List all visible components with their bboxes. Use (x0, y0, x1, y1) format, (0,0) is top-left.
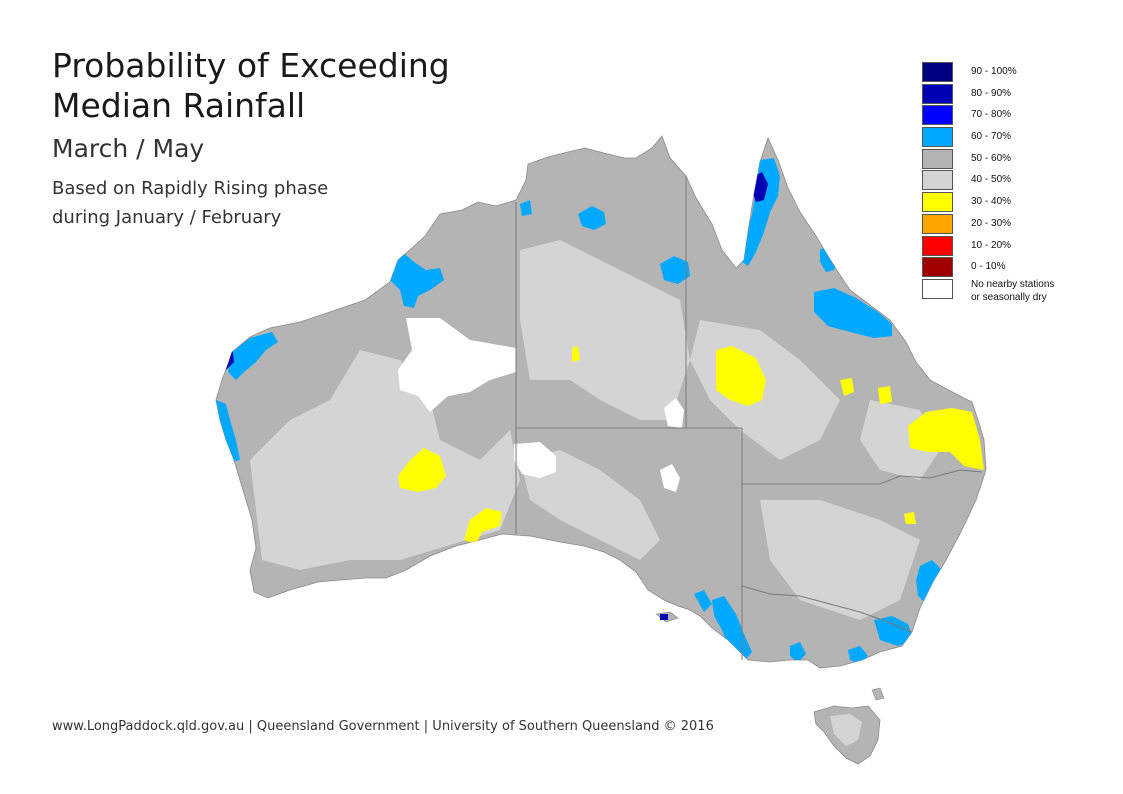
region-60-70-sw-coast (216, 400, 240, 462)
region-60-70-se-sa-2 (694, 590, 712, 612)
legend-item: 90 - 100% (922, 62, 1102, 84)
no-data-region-wa (398, 318, 516, 412)
region-60-70-vic-east (848, 646, 868, 664)
legend-no-data-line1: No nearby stations (971, 278, 1055, 290)
region-60-70-arnhem (578, 206, 606, 230)
legend-label: 80 - 90% (971, 87, 1012, 99)
map-legend: 90 - 100% 80 - 90% 70 - 80% 60 - 70% 50 … (922, 62, 1102, 309)
state-borders (515, 176, 983, 660)
region-30-40-qld-west (716, 346, 766, 406)
tasmania-light-region (830, 714, 862, 746)
legend-label: 40 - 50% (971, 174, 1012, 186)
legend-item: 30 - 40% (922, 192, 1102, 214)
legend-swatch (922, 105, 953, 126)
region-60-70-tiwi (520, 200, 532, 216)
region-60-70-gulf-nt (660, 256, 690, 284)
legend-swatch (922, 83, 953, 104)
legend-swatch (922, 170, 953, 191)
legend-item: 40 - 50% (922, 170, 1102, 192)
legend-label: 60 - 70% (971, 131, 1012, 143)
footer-credits: www.LongPaddock.qld.gov.au | Queensland … (52, 719, 714, 734)
legend-swatch (922, 213, 953, 234)
legend-swatch-no-data (922, 278, 953, 299)
region-60-70-cape-york (742, 158, 780, 266)
region-30-40-se-qld (908, 408, 984, 470)
legend-item: 20 - 30% (922, 213, 1102, 236)
region-30-40-nsw-north (904, 512, 916, 524)
legend-label: 90 - 100% (971, 66, 1017, 77)
basis-text-line1: Based on Rapidly Rising phase (52, 178, 329, 199)
region-30-40-qld-central-2 (878, 386, 892, 404)
region-30-40-wa-south (464, 508, 502, 544)
region-60-70-vic-west (790, 642, 806, 662)
region-60-70-nsw-coast (916, 560, 944, 604)
legend-no-data-line2: or seasonally dry (971, 291, 1047, 303)
no-data-region-nt (664, 398, 684, 428)
legend-label: 0 - 10% (971, 261, 1006, 273)
legend-item: 80 - 90% (922, 83, 1102, 106)
season-subtitle: March / May (52, 134, 205, 163)
legend-swatch (922, 127, 953, 148)
legend-item: 10 - 20% (922, 235, 1102, 258)
legend-label: 10 - 20% (971, 239, 1012, 251)
legend-swatch (922, 192, 953, 213)
legend-label: 50 - 60% (971, 152, 1012, 164)
legend-label: 30 - 40% (971, 196, 1012, 208)
flinders-island (871, 687, 885, 701)
region-30-40-wa-central (398, 448, 446, 492)
legend-swatch (922, 62, 953, 82)
no-data-region-sa (514, 442, 556, 478)
map-title-line1: Probability of Exceeding (52, 46, 450, 85)
region-40-50-sa (520, 450, 660, 560)
legend-item: 50 - 60% (922, 148, 1102, 171)
region-40-50-western (250, 350, 520, 570)
basis-text-line2: during January / February (52, 207, 282, 228)
legend-item: 60 - 70% (922, 127, 1102, 149)
region-60-70-gippsland (874, 616, 914, 646)
region-60-70-pilbara-coast (228, 332, 278, 380)
legend-item: 0 - 10% (922, 257, 1102, 279)
legend-swatch (922, 257, 953, 278)
legend-swatch (922, 148, 953, 169)
legend-label: 70 - 80% (971, 109, 1012, 121)
kangaroo-island-blue (660, 614, 668, 620)
legend-swatch (922, 235, 953, 256)
region-60-70-kimberley (386, 250, 444, 308)
legend-item-no-data: No nearby stations or seasonally dry (922, 278, 1102, 309)
region-60-70-ne-qld (814, 288, 892, 338)
region-30-40-nt-spot (572, 346, 580, 362)
legend-label: 20 - 30% (971, 217, 1012, 229)
region-40-50-nsw (760, 500, 920, 620)
legend-item: 70 - 80% (922, 105, 1102, 127)
lake-eyre (660, 464, 680, 492)
region-30-40-qld-central (840, 378, 854, 396)
map-title-line2: Median Rainfall (52, 86, 306, 125)
region-40-50-central (520, 240, 690, 420)
